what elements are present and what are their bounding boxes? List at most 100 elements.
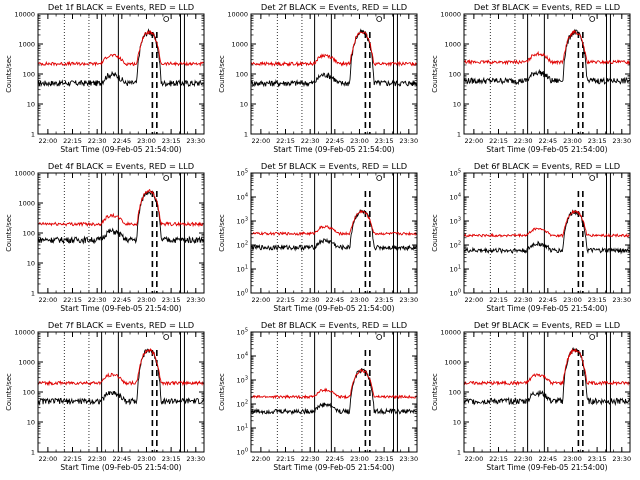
y-axis-label: Counts/sec [218,214,226,252]
marker-lines [63,173,185,293]
x-tick-label: 23:30 [186,137,205,145]
chart-panel-det-3: Det 3f BLACK = Events, RED = LLD Counts/s… [431,2,631,154]
x-tick-label: 22:45 [325,137,344,145]
series-line-lld [251,31,417,68]
y-tick-label: 100 [237,289,248,298]
x-tick-label: 23:30 [399,455,418,463]
y-tick-label: 100 [23,71,35,79]
y-tick-label: 10 [453,419,461,427]
series-line-lld [38,188,204,228]
y-tick-label: 1 [31,131,35,139]
series-line-lld [251,368,417,400]
x-tick-label: 22:45 [325,455,344,463]
y-axis-label: Counts/sec [431,373,439,411]
panel-title: Det 1f BLACK = Events, RED = LLD [48,2,194,12]
x-tick-label: 23:30 [612,296,631,304]
y-tick-label: 104 [237,193,248,202]
y-tick-label: 10 [27,260,35,268]
y-tick-exponent: 0 [458,289,461,295]
chart-panel-det-4: Det 4f BLACK = Events, RED = LLD Counts/s… [5,161,205,313]
y-axis-label: Counts/sec [431,214,439,252]
marker-lines [63,332,185,452]
plot-frame [463,331,631,453]
panel-title: Det 2f BLACK = Events, RED = LLD [261,2,407,12]
x-tick-label: 22:30 [301,296,320,304]
x-axis-label: Start Time (09-Feb-05 21:54:00) [273,145,394,154]
y-tick-label: 101 [237,424,248,433]
chart-panel-det-9: Det 9f BLACK = Events, RED = LLD Counts/s… [431,320,631,472]
x-axis-label: Start Time (09-Feb-05 21:54:00) [273,463,394,472]
panel-title: Det 8f BLACK = Events, RED = LLD [261,320,407,330]
flag-marker [376,16,383,22]
x-tick-label: 23:15 [588,455,607,463]
x-axis-label: Start Time (09-Feb-05 21:54:00) [486,145,607,154]
y-tick-label: 105 [450,169,461,178]
y-tick-label: 1000 [18,359,35,367]
series-line-lld [38,347,204,387]
x-tick-label: 22:30 [514,296,533,304]
y-tick-label: 1 [457,131,461,139]
flag-marker [163,175,170,181]
x-tick-label: 22:15 [489,296,508,304]
x-axis-label: Start Time (09-Feb-05 21:54:00) [486,304,607,313]
panel-title: Det 5f BLACK = Events, RED = LLD [261,161,407,171]
panel-title: Det 6f BLACK = Events, RED = LLD [474,161,620,171]
x-tick-label: 23:30 [612,137,631,145]
y-tick-label: 105 [237,169,248,178]
y-tick-label: 10 [27,101,35,109]
x-tick-label: 22:30 [514,137,533,145]
y-tick-label: 10000 [14,11,35,19]
chart-panel-det-5: Det 5f BLACK = Events, RED = LLD Counts/s… [218,161,418,313]
x-tick-label: 22:45 [112,137,131,145]
x-tick-label: 23:30 [612,455,631,463]
series-line-lld [38,30,204,67]
x-tick-label: 23:00 [563,296,582,304]
y-tick-label: 10000 [440,11,461,19]
y-tick-exponent: 0 [245,448,248,454]
y-tick-label: 10 [27,419,35,427]
y-tick-exponent: 1 [458,265,461,271]
y-tick-label: 10000 [14,329,35,337]
x-tick-label: 23:00 [563,455,582,463]
y-tick-label: 103 [450,217,461,226]
y-tick-label: 1000 [18,41,35,49]
y-tick-label: 104 [450,193,461,202]
series-line-events [38,28,204,88]
y-tick-label: 1 [457,449,461,457]
x-tick-label: 23:15 [375,455,394,463]
marker-lines [489,14,611,134]
x-tick-label: 22:30 [88,137,107,145]
series-line-events [251,28,417,88]
marker-lines [489,173,611,293]
x-tick-label: 22:15 [276,455,295,463]
x-tick-label: 22:45 [112,455,131,463]
y-axis-label: Counts/sec [5,55,13,93]
x-tick-label: 23:15 [588,296,607,304]
plot-frame [463,172,631,294]
marker-lines [63,14,185,134]
series-line-lld [464,348,630,387]
x-tick-label: 22:45 [112,296,131,304]
x-axis-label: Start Time (09-Feb-05 21:54:00) [60,304,181,313]
x-axis-label: Start Time (09-Feb-05 21:54:00) [60,145,181,154]
series-line-lld [251,209,417,237]
x-tick-label: 23:30 [399,137,418,145]
x-tick-label: 23:15 [588,137,607,145]
y-axis-label: Counts/sec [431,55,439,93]
y-tick-label: 104 [237,352,248,361]
y-tick-exponent: 5 [458,169,461,175]
y-tick-exponent: 1 [245,424,248,430]
x-tick-label: 23:15 [162,296,181,304]
y-tick-label: 1 [31,449,35,457]
y-tick-label: 105 [237,328,248,337]
x-tick-label: 22:00 [464,137,483,145]
panel-title: Det 9f BLACK = Events, RED = LLD [474,320,620,330]
y-tick-label: 1000 [231,41,248,49]
y-tick-exponent: 2 [458,241,461,247]
x-tick-label: 22:15 [276,296,295,304]
panel-title: Det 3f BLACK = Events, RED = LLD [474,2,620,12]
x-tick-label: 23:30 [186,296,205,304]
x-axis-label: Start Time (09-Feb-05 21:54:00) [486,463,607,472]
y-axis-label: Counts/sec [5,373,13,411]
